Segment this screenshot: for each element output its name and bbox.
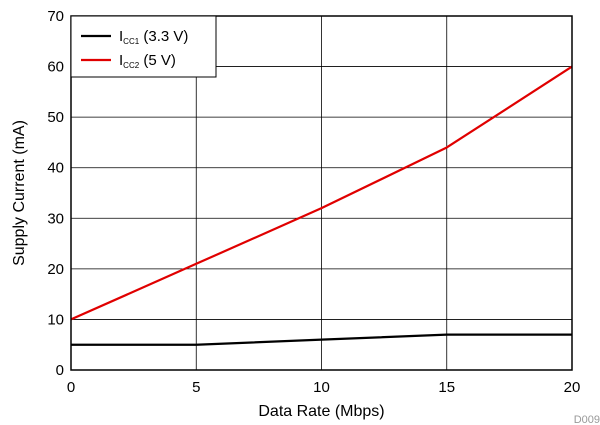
x-tick-label: 15 (438, 379, 455, 396)
x-tick-label: 5 (192, 379, 200, 396)
figure-id: D009 (574, 414, 600, 425)
legend-label-1: ICC1 (3.3 V) (119, 28, 188, 46)
grid (71, 16, 572, 370)
x-tick-label: 20 (564, 379, 581, 396)
series-lines (70, 65, 573, 346)
y-tick-label: 60 (47, 59, 64, 76)
y-tick-label: 10 (47, 311, 64, 328)
y-axis-title: Supply Current (mA) (11, 120, 28, 266)
x-tick-label: 10 (313, 379, 330, 396)
legend-box (70, 15, 217, 78)
y-tick-label: 40 (47, 160, 64, 177)
y-tick-label: 70 (47, 8, 64, 25)
y-tick-label: 50 (47, 109, 64, 126)
legend-label-2: ICC2 (5 V) (119, 52, 176, 70)
x-axis-title: Data Rate (Mbps) (258, 403, 384, 420)
series-line-1 (71, 333, 572, 346)
plot-frame (70, 15, 573, 371)
y-tick-label: 30 (47, 210, 64, 227)
legend: ICC1 (3.3 V) ICC2 (5 V) (70, 15, 217, 78)
x-tick-label: 0 (67, 379, 75, 396)
y-tick-label: 20 (47, 261, 64, 278)
x-tick-labels: 0 5 10 15 20 (67, 379, 581, 396)
y-tick-labels: 0 10 20 30 40 50 60 70 (47, 8, 64, 379)
y-tick-label: 0 (56, 362, 64, 379)
series-line-2 (70, 65, 573, 321)
